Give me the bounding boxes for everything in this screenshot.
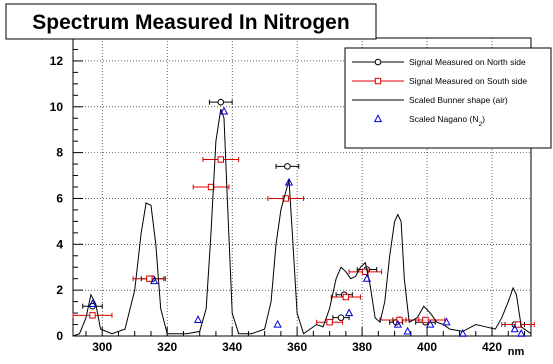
x-tick-label-360: 360: [287, 340, 307, 354]
data-point: [393, 319, 402, 328]
data-point: [284, 163, 291, 170]
legend-marker: [374, 77, 382, 85]
data-point: [217, 98, 225, 106]
data-point: [426, 319, 435, 328]
data-point: [342, 293, 350, 301]
data-point: [273, 319, 282, 328]
y-tick-label-8: 8: [56, 146, 63, 160]
y-tick-label-4: 4: [56, 237, 63, 251]
data-point: [344, 308, 354, 317]
y-tick-label-10: 10: [50, 100, 64, 114]
x-axis-title: nm: [508, 346, 525, 358]
data-point: [337, 314, 345, 321]
bunner-shape-line: [72, 108, 532, 337]
x-tick-label-300: 300: [92, 340, 112, 354]
legend-entry-signal-measured-on-north-side: Signal Measured on North side: [352, 57, 526, 67]
series: [72, 98, 535, 337]
data-point: [458, 329, 467, 337]
data-point: [403, 326, 412, 335]
chart-title-frame: [5, 3, 377, 40]
x-tick-label-420: 420: [482, 340, 502, 354]
legend-label: Signal Measured on North side: [409, 57, 526, 67]
data-point: [362, 268, 369, 276]
y-tick-label-0: 0: [56, 329, 63, 343]
series-scaled-bunner-shape-air: [72, 108, 532, 337]
y-tick-label-6: 6: [56, 191, 63, 205]
data-point: [326, 319, 333, 326]
x-tick-labels: 300 320 340 360 380 400 420: [92, 340, 502, 354]
legend-entry-signal-measured-on-south-side: Signal Measured on South side: [352, 76, 527, 86]
y-tick-label-2: 2: [56, 283, 63, 297]
x-tick-label-320: 320: [157, 340, 177, 354]
chart-title-box: Spectrum Measured In Nitrogen: [5, 3, 377, 40]
data-point: [193, 315, 203, 324]
legend-marker: [374, 58, 382, 66]
x-tick-label-380: 380: [352, 340, 372, 354]
y-tick-label-12: 12: [50, 54, 64, 68]
data-point: [282, 195, 289, 202]
chart-title: Spectrum Measured In Nitrogen: [32, 11, 349, 34]
data-point: [284, 177, 294, 186]
x-tick-label-400: 400: [417, 340, 437, 354]
y-tick-labels: 0 2 4 6 8 10 12: [50, 54, 64, 343]
data-point: [219, 106, 229, 115]
data-point: [517, 329, 526, 337]
data-point: [146, 275, 153, 282]
data-point: [396, 316, 403, 324]
legend-entry-scaled-bunner-shape-air: Scaled Bunner shape (air): [352, 95, 508, 105]
data-point: [442, 317, 451, 326]
data-point: [89, 312, 96, 319]
series-scaled-nagano-n: [88, 106, 526, 337]
legend: Signal Measured on North side Signal Meas…: [344, 47, 552, 149]
data-point: [514, 321, 522, 328]
legend-marker: [373, 114, 383, 123]
data-point: [150, 276, 159, 285]
data-point: [362, 274, 372, 282]
series-signal-measured-on-south-side: [72, 156, 535, 328]
x-tick-label-340: 340: [222, 340, 242, 354]
data-point: [88, 299, 97, 308]
data-point: [217, 156, 224, 163]
legend-label: Scaled Bunner shape (air): [409, 95, 508, 105]
legend-label: Signal Measured on South side: [409, 76, 527, 86]
data-point: [510, 324, 519, 333]
data-point: [422, 316, 429, 324]
